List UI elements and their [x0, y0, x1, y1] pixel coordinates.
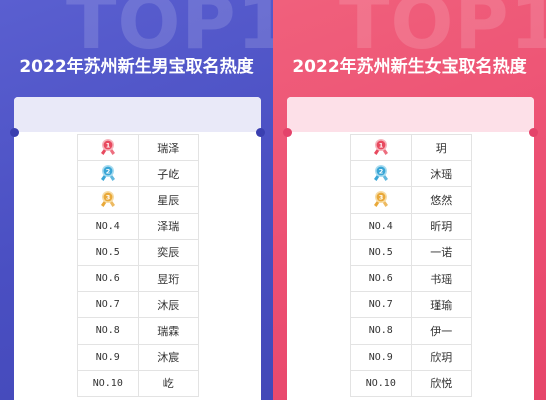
svg-text:1: 1 — [379, 141, 384, 149]
svg-text:3: 3 — [379, 194, 384, 202]
ranking-row: NO.9 欣玥 — [350, 343, 473, 371]
baby-name: 欣悦 — [410, 369, 473, 397]
rank-label: NO.8 — [350, 317, 412, 345]
rank-medal: 1 — [350, 133, 412, 162]
ranking-row: NO.7 沐辰 — [77, 291, 200, 319]
boys-ranking-card: 1 瑞泽 2 子屹 3 星辰 NO.4 泽瑞 NO.5 奕辰 NO.6 昱珩 NO.7 沐辰 NO.8 瑞霖 N… — [10, 97, 265, 400]
card-notch-left — [283, 128, 292, 137]
baby-name: 沐辰 — [137, 291, 200, 319]
rank-medal-icon: 3 — [373, 190, 388, 207]
rank-label: NO.9 — [350, 343, 412, 371]
boys-ranking-table: 1 瑞泽 2 子屹 3 星辰 NO.4 泽瑞 NO.5 奕辰 NO.6 昱珩 NO.7 沐辰 NO.8 瑞霖 N… — [77, 133, 200, 397]
ranking-row: NO.6 书瑶 — [350, 264, 473, 293]
ranking-row: NO.5 奕辰 — [77, 238, 200, 266]
ranking-row: NO.4 泽瑞 — [77, 212, 200, 240]
svg-text:2: 2 — [106, 167, 111, 175]
rank-medal: 2 — [77, 160, 139, 188]
ranking-row: NO.7 瑾瑜 — [350, 291, 473, 319]
rank-label: NO.10 — [350, 369, 412, 397]
rank-label: NO.7 — [77, 291, 139, 319]
baby-name: 沐瑶 — [410, 160, 473, 188]
card-notch-right — [256, 128, 265, 137]
rank-medal-icon: 1 — [373, 138, 388, 155]
baby-name: 瑞泽 — [137, 133, 200, 162]
rank-medal: 3 — [77, 186, 139, 214]
card-notch-left — [10, 128, 19, 137]
card-header — [287, 97, 534, 132]
girls-title: 2022年苏州新生女宝取名热度 — [292, 57, 527, 77]
baby-name: 屹 — [137, 369, 200, 397]
rank-label: NO.5 — [77, 238, 139, 266]
ranking-row: NO.4 昕玥 — [350, 212, 473, 240]
girls-ranking-table: 1 玥 2 沐瑶 3 悠然 NO.4 昕玥 NO.5 一诺 NO.6 书瑶 NO.7 瑾瑜 NO.8 伊一 NO… — [350, 133, 473, 397]
ranking-row: 2 沐瑶 — [350, 160, 473, 188]
baby-name: 伊一 — [410, 317, 473, 345]
rank-label: NO.6 — [350, 264, 412, 293]
rank-label: NO.8 — [77, 317, 139, 345]
ranking-row: 2 子屹 — [77, 160, 200, 188]
rank-medal-icon: 2 — [373, 164, 388, 181]
baby-name: 昕玥 — [410, 212, 473, 240]
baby-name: 玥 — [410, 133, 473, 162]
girls-ranking-card: 1 玥 2 沐瑶 3 悠然 NO.4 昕玥 NO.5 一诺 NO.6 书瑶 NO.7 瑾瑜 NO.8 伊一 NO… — [283, 97, 538, 400]
rank-medal: 2 — [350, 160, 412, 188]
baby-name: 瑞霖 — [137, 317, 200, 345]
baby-name: 一诺 — [410, 238, 473, 266]
ranking-row: NO.9 沐宸 — [77, 343, 200, 371]
rank-label: NO.9 — [77, 343, 139, 371]
baby-name: 昱珩 — [137, 264, 200, 293]
ranking-row: NO.5 一诺 — [350, 238, 473, 266]
ranking-row: NO.10 欣悦 — [350, 369, 473, 397]
top10-watermark: TOP10 — [339, 0, 546, 66]
card-header — [14, 97, 261, 132]
baby-name: 悠然 — [410, 186, 473, 214]
girls-panel: TOP10 2022年苏州新生女宝取名热度 1玥2沐瑶3悠然NO.4昕玥NO.5… — [273, 0, 546, 400]
baby-name: 沐宸 — [137, 343, 200, 371]
ranking-row: NO.8 伊一 — [350, 317, 473, 345]
baby-name: 欣玥 — [410, 343, 473, 371]
rank-medal-icon: 2 — [100, 164, 115, 181]
rank-medal: 1 — [77, 133, 139, 162]
ranking-row: 1 瑞泽 — [77, 133, 200, 162]
rank-label: NO.6 — [77, 264, 139, 293]
boys-title: 2022年苏州新生男宝取名热度 — [19, 57, 254, 77]
rank-label: NO.4 — [350, 212, 412, 240]
rank-label: NO.10 — [77, 369, 139, 397]
rank-label: NO.4 — [77, 212, 139, 240]
baby-name: 奕辰 — [137, 238, 200, 266]
top10-watermark: TOP10 — [66, 0, 273, 66]
svg-text:2: 2 — [379, 167, 384, 175]
svg-text:1: 1 — [106, 141, 111, 149]
rank-medal: 3 — [350, 186, 412, 214]
baby-name: 书瑶 — [410, 264, 473, 293]
baby-name: 子屹 — [137, 160, 200, 188]
baby-name: 星辰 — [137, 186, 200, 214]
ranking-row: NO.6 昱珩 — [77, 264, 200, 293]
ranking-row: 3 星辰 — [77, 186, 200, 214]
card-notch-right — [529, 128, 538, 137]
baby-name: 泽瑞 — [137, 212, 200, 240]
ranking-row: NO.10 屹 — [77, 369, 200, 397]
svg-text:3: 3 — [106, 194, 111, 202]
baby-name: 瑾瑜 — [410, 291, 473, 319]
rank-label: NO.5 — [350, 238, 412, 266]
ranking-row: NO.8 瑞霖 — [77, 317, 200, 345]
rank-medal-icon: 1 — [100, 138, 115, 155]
rank-label: NO.7 — [350, 291, 412, 319]
boys-panel: TOP10 2022年苏州新生男宝取名热度 1瑞泽2子屹3星辰NO.4泽瑞NO.… — [0, 0, 273, 400]
ranking-row: 3 悠然 — [350, 186, 473, 214]
rank-medal-icon: 3 — [100, 190, 115, 207]
